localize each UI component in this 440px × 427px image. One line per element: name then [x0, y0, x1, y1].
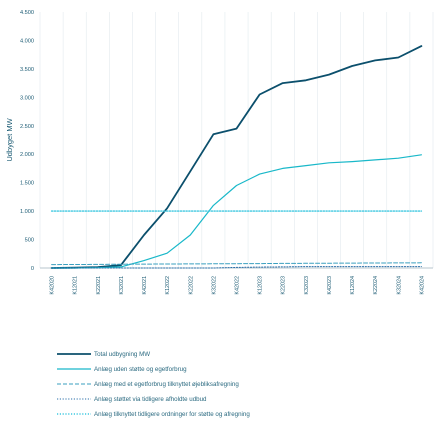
x-tick-label: K32021: [119, 276, 125, 295]
y-tick-label: 2.000: [20, 152, 34, 158]
legend-swatch: [57, 383, 91, 385]
legend-item: Anlæg tilknyttet tidligere ordninger for…: [56, 408, 250, 420]
x-tick-label: K12021: [73, 276, 79, 295]
x-axis-ticks: K42020 K12021 K22021 K32021 K42021 K12022 K220…: [50, 276, 426, 295]
y-tick-label: 4.500: [20, 10, 34, 16]
y-tick-label: 2.500: [20, 124, 34, 130]
legend-label: Total udbygning MW: [94, 350, 151, 358]
legend-item: Anlæg uden støtte og egetforbrug: [56, 363, 187, 375]
series-line: [50, 154, 422, 269]
y-tick-label: 3.000: [20, 95, 34, 101]
series-lines: [50, 45, 423, 269]
y-tick-label: 4.000: [20, 38, 34, 44]
legend-swatch: [57, 368, 91, 370]
x-tick-label: K42022: [235, 276, 241, 295]
legend-swatch: [57, 353, 91, 355]
series-line: [50, 45, 423, 269]
x-tick-label: K12023: [258, 276, 264, 295]
y-tick-label: 3.500: [20, 67, 34, 73]
x-tick-label: K42024: [419, 276, 425, 295]
y-axis-ticks: 0 500 1.000 1.500 2.000 2.500 3.000 3.500 4.000 4…: [20, 10, 34, 272]
y-tick-label: 0: [31, 266, 34, 272]
x-tick-label: K22024: [373, 276, 379, 295]
series-line: [51, 262, 422, 266]
x-tick-label: K42020: [50, 276, 56, 295]
legend-item: Anlæg støttet via tidligere afholdte udb…: [56, 393, 206, 405]
x-tick-label: K32024: [396, 276, 402, 295]
x-tick-label: K32022: [211, 276, 217, 295]
line-chart: 0 500 1.000 1.500 2.000 2.500 3.000 3.500 4.000 4…: [5, 10, 434, 295]
x-tick-label: K32023: [304, 276, 310, 295]
legend-swatch: [57, 413, 91, 415]
vertical-gridlines: [39, 12, 434, 268]
x-tick-label: K42021: [142, 276, 148, 295]
x-tick-label: K12024: [350, 276, 356, 295]
legend-item: Total udbygning MW: [56, 348, 150, 360]
y-axis-label: Udbyget MW: [5, 117, 14, 161]
x-tick-label: K42023: [327, 276, 333, 295]
y-tick-label: 1.000: [20, 209, 34, 215]
x-tick-label: K22022: [188, 276, 194, 295]
series-line: [51, 266, 422, 269]
x-tick-label: K12022: [165, 276, 171, 295]
y-tick-label: 500: [25, 238, 34, 244]
legend-item: Anlæg med et egetforbrug tilknyttet øjeb…: [56, 378, 239, 390]
y-tick-label: 1.500: [20, 181, 34, 187]
legend-label: Anlæg med et egetforbrug tilknyttet øjeb…: [94, 380, 239, 388]
legend-swatch: [57, 398, 91, 400]
x-tick-label: K22021: [96, 276, 102, 295]
legend-label: Anlæg støttet via tidligere afholdte udb…: [94, 395, 207, 403]
legend-label: Anlæg uden støtte og egetforbrug: [94, 365, 187, 373]
legend-label: Anlæg tilknyttet tidligere ordninger for…: [94, 410, 250, 418]
x-tick-label: K22023: [281, 276, 287, 295]
